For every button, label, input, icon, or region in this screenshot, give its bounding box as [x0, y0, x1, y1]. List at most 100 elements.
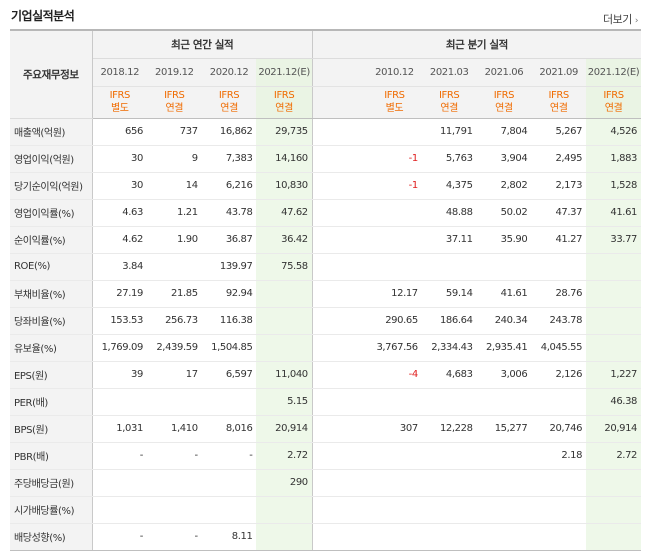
table-cell	[476, 523, 532, 551]
table-cell: 290	[256, 468, 313, 497]
table-cell: 29,735	[256, 118, 313, 146]
table-cell: 186.64	[421, 307, 477, 335]
table-cell	[312, 118, 368, 146]
table-row: 배당성향(%) - -8.11	[10, 523, 641, 551]
table-cell	[312, 253, 368, 281]
table-cell: 7,804	[476, 118, 532, 146]
section-header: 기업실적분석 더보기 ›	[0, 0, 650, 28]
table-cell	[312, 226, 368, 254]
table-row: ROE(%) 3.84 139.97 75.58	[10, 253, 641, 281]
table-cell: -4	[367, 360, 422, 389]
table-cell: 8,016	[201, 415, 257, 443]
table-cell: -1	[367, 145, 422, 173]
table-cell	[586, 334, 641, 362]
period-header: 2021.06	[476, 58, 532, 87]
table-cell: 240.34	[476, 307, 532, 335]
row-label: 매출액(억원)	[10, 118, 93, 146]
table-cell: 6,216	[201, 172, 257, 200]
table-cell: 116.38	[201, 307, 257, 335]
table-cell: 28.76	[531, 279, 587, 308]
table-cell	[586, 279, 641, 308]
table-cell	[367, 496, 422, 524]
row-label: 당기순이익(억원)	[10, 172, 93, 200]
table-cell	[312, 198, 368, 227]
table-cell: 43.78	[201, 198, 257, 227]
table-row: EPS(원) 39 17 6,597 11,040 -4 4,683 3,006 2,126 1,…	[10, 360, 641, 389]
accounting-standard	[312, 86, 368, 119]
table-cell: 1,883	[586, 145, 641, 173]
table-cell	[531, 388, 587, 416]
table-cell	[367, 442, 422, 470]
table-row: 영업이익(억원) 30 9 7,383 14,160 -1 5,763 3,904 2,495 1…	[10, 145, 641, 173]
row-label: EPS(원)	[10, 360, 93, 389]
table-cell	[256, 496, 313, 524]
table-cell	[476, 468, 532, 497]
table-cell: 7,383	[201, 145, 257, 173]
table-cell	[201, 496, 257, 524]
table-cell	[312, 523, 368, 551]
table-cell: 2,334.43	[421, 334, 477, 362]
table-cell: 1,410	[146, 415, 202, 443]
table-cell: 14,160	[256, 145, 313, 173]
table-cell	[586, 496, 641, 524]
table-cell	[421, 523, 477, 551]
table-cell	[586, 468, 641, 497]
more-link[interactable]: 더보기 ›	[603, 11, 639, 27]
row-label: 당좌비율(%)	[10, 307, 93, 335]
accounting-standard: IFRS 연결	[146, 86, 202, 119]
table-cell	[312, 442, 368, 470]
table-cell	[312, 360, 368, 389]
table-cell: 4.63	[92, 198, 147, 227]
table-cell: 2.18	[531, 442, 587, 470]
table-cell	[421, 442, 477, 470]
table-cell: 16,862	[201, 118, 257, 146]
table-cell: 48.88	[421, 198, 477, 227]
row-label: BPS(원)	[10, 415, 93, 443]
table-cell: 14	[146, 172, 202, 200]
table-cell: 1.21	[146, 198, 202, 227]
table-cell	[367, 226, 422, 254]
table-cell: 3,767.56	[367, 334, 422, 362]
accounting-standard: IFRS 연결	[421, 86, 477, 119]
table-row: 유보율(%) 1,769.09 2,439.59 1,504.85 3,767.56 2,…	[10, 334, 641, 362]
table-cell: 15,277	[476, 415, 532, 443]
row-label: 주당배당금(원)	[10, 468, 93, 497]
table-cell: 2,935.41	[476, 334, 532, 362]
table-cell	[586, 523, 641, 551]
table-cell: 1,504.85	[201, 334, 257, 362]
accounting-standard: IFRS 별도	[92, 86, 147, 119]
table-cell	[531, 523, 587, 551]
table-cell: 92.94	[201, 279, 257, 308]
table-cell	[531, 468, 587, 497]
table-row: 당좌비율(%) 153.53 256.73 116.38 290.65 186.64 240…	[10, 307, 641, 335]
table-cell: 2,173	[531, 172, 587, 200]
table-cell	[256, 279, 313, 308]
table-cell	[476, 496, 532, 524]
table-cell: 5.15	[256, 388, 313, 416]
table-cell	[312, 145, 368, 173]
accounting-standard: IFRS 연결	[201, 86, 257, 119]
table-cell	[476, 442, 532, 470]
table-cell: 8.11	[201, 523, 257, 551]
table-cell: 4.62	[92, 226, 147, 254]
table-cell	[367, 523, 422, 551]
accounting-standard: IFRS 별도	[367, 86, 422, 119]
table-cell	[92, 496, 147, 524]
table-cell: 290.65	[367, 307, 422, 335]
period-header: 2020.12	[201, 58, 257, 87]
table-cell	[476, 253, 532, 281]
table-cell	[312, 172, 368, 200]
table-cell	[531, 496, 587, 524]
table-cell: 47.62	[256, 198, 313, 227]
table-cell: 46.38	[586, 388, 641, 416]
accounting-standard: IFRS 연결	[476, 86, 532, 119]
table-cell: 41.27	[531, 226, 587, 254]
table-row: 당기순이익(억원) 30 14 6,216 10,830 -1 4,375 2,802 2,17…	[10, 172, 641, 200]
table-cell: 9	[146, 145, 202, 173]
table-cell	[367, 198, 422, 227]
row-label: 시가배당률(%)	[10, 496, 93, 524]
more-link-label: 더보기	[603, 13, 632, 26]
table-cell: 11,040	[256, 360, 313, 389]
table-cell	[312, 334, 368, 362]
table-cell	[421, 253, 477, 281]
